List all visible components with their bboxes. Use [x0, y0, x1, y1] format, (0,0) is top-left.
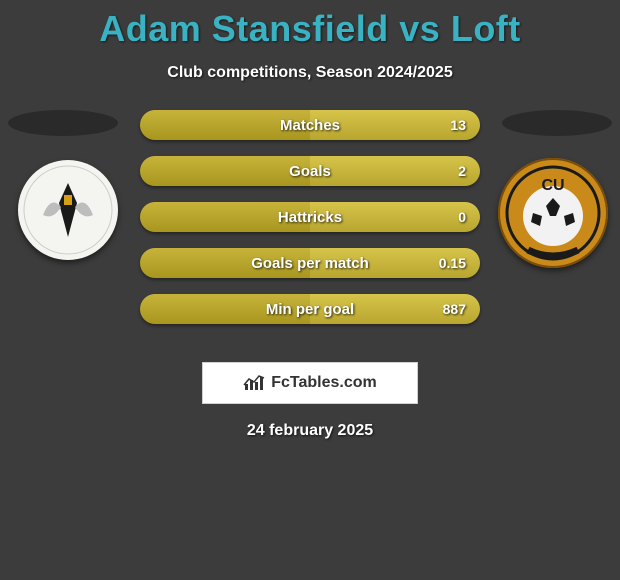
stat-bar: Matches13 — [140, 110, 480, 140]
stat-bar: Min per goal887 — [140, 294, 480, 324]
stat-bar: Goals2 — [140, 156, 480, 186]
bar-label: Goals per match — [140, 248, 480, 278]
team-crest-right: CU — [498, 158, 608, 268]
bar-label: Matches — [140, 110, 480, 140]
stat-bar: Goals per match0.15 — [140, 248, 480, 278]
page-title: Adam Stansfield vs Loft — [0, 0, 620, 50]
shadow-right — [502, 110, 612, 136]
team-crest-left — [18, 160, 118, 260]
crest-right-icon: CU — [498, 158, 608, 268]
subtitle: Club competitions, Season 2024/2025 — [0, 64, 620, 82]
stat-bars: Matches13 Goals2 Hattricks0 Goals per match… — [140, 110, 480, 340]
chart-icon — [243, 374, 265, 392]
brand-text: FcTables.com — [271, 374, 377, 392]
crest-left-icon — [23, 165, 113, 255]
bar-value: 13 — [450, 110, 466, 140]
bar-label: Goals — [140, 156, 480, 186]
bar-value: 0 — [458, 202, 466, 232]
crest-right-initials: CU — [541, 177, 564, 194]
stat-bar: Hattricks0 — [140, 202, 480, 232]
bar-label: Min per goal — [140, 294, 480, 324]
date-text: 24 february 2025 — [0, 422, 620, 440]
shadow-left — [8, 110, 118, 136]
bar-label: Hattricks — [140, 202, 480, 232]
comparison-stage: CU Matches13 Goals2 Hattricks0 Goals per ma… — [0, 110, 620, 350]
bar-value: 0.15 — [439, 248, 466, 278]
bar-value: 2 — [458, 156, 466, 186]
brand-box: FcTables.com — [202, 362, 418, 404]
bar-value: 887 — [443, 294, 466, 324]
